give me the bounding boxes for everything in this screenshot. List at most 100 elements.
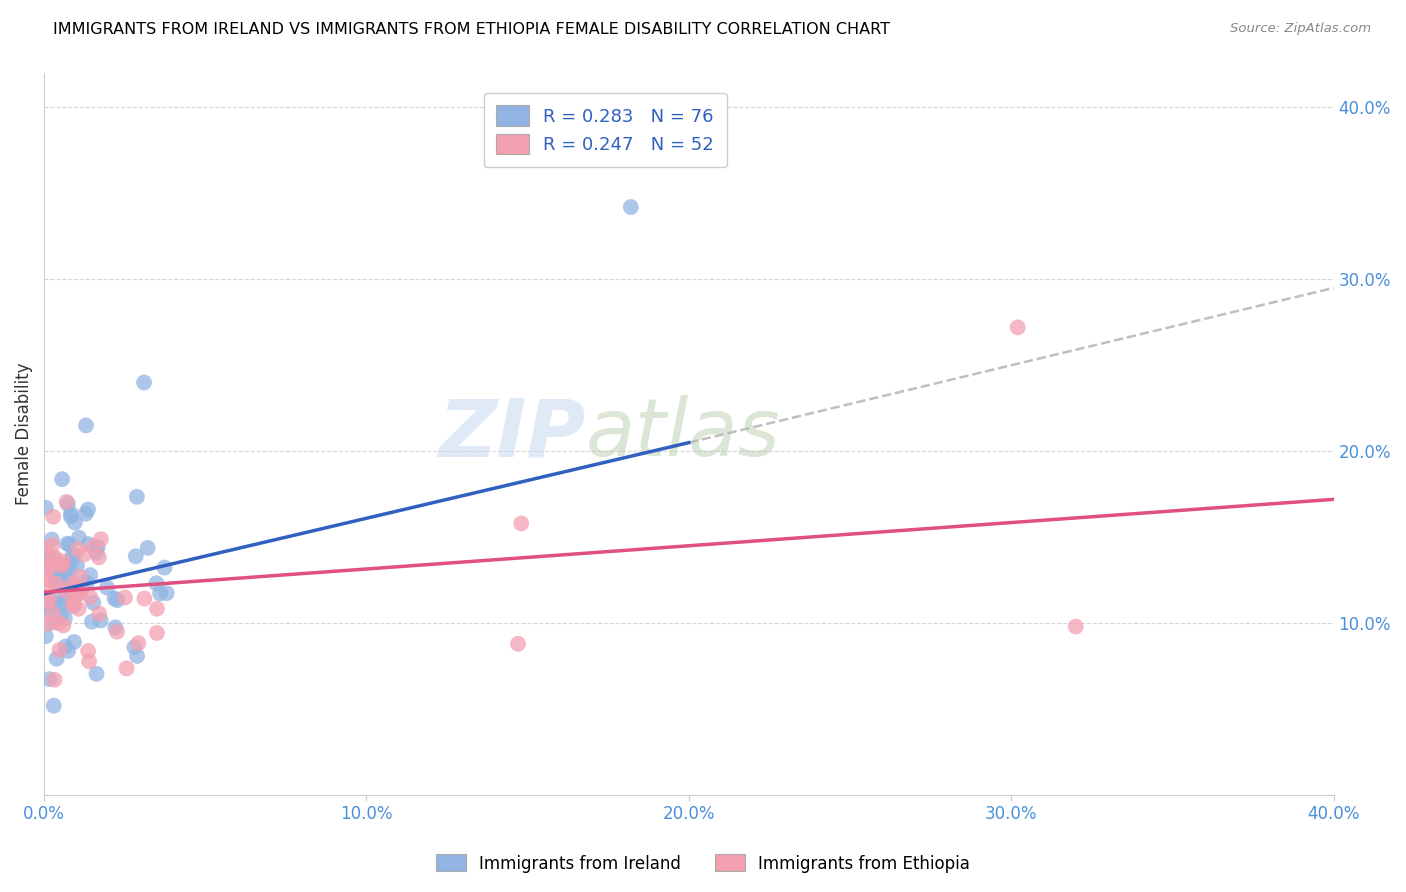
Point	[44, 569, 66, 583]
Point	[114, 591, 136, 605]
Point	[42, 607, 65, 621]
Point	[127, 648, 149, 663]
Point	[35, 549, 58, 564]
Text: ZIP: ZIP	[439, 395, 586, 473]
Point	[48, 643, 70, 657]
Point	[87, 550, 110, 565]
Text: Source: ZipAtlas.com: Source: ZipAtlas.com	[1230, 22, 1371, 36]
Point	[48, 565, 70, 579]
Point	[48, 557, 70, 571]
Point	[149, 586, 172, 600]
Point	[136, 541, 159, 555]
Point	[37, 616, 59, 631]
Point	[48, 564, 70, 578]
Point	[96, 581, 118, 595]
Point	[59, 582, 82, 596]
Point	[90, 532, 112, 546]
Text: IMMIGRANTS FROM IRELAND VS IMMIGRANTS FROM ETHIOPIA FEMALE DISABILITY CORRELATIO: IMMIGRANTS FROM IRELAND VS IMMIGRANTS FR…	[53, 22, 890, 37]
Point	[115, 661, 138, 675]
Point	[38, 581, 60, 595]
Point	[67, 531, 90, 545]
Point	[60, 507, 83, 521]
Point	[45, 651, 67, 665]
Point	[45, 577, 67, 591]
Point	[70, 584, 93, 599]
Point	[69, 586, 91, 600]
Point	[59, 509, 82, 524]
Point	[146, 626, 169, 640]
Point	[46, 591, 69, 606]
Point	[51, 558, 73, 573]
Point	[77, 654, 100, 668]
Point	[51, 574, 73, 588]
Point	[45, 576, 67, 591]
Point	[53, 611, 76, 625]
Point	[82, 596, 104, 610]
Point	[124, 640, 146, 655]
Point	[104, 620, 127, 634]
Point	[76, 575, 98, 590]
Point	[42, 698, 65, 713]
Point	[35, 629, 58, 643]
Point	[58, 583, 80, 598]
Point	[89, 607, 111, 621]
Point	[146, 601, 169, 615]
Legend: R = 0.283   N = 76, R = 0.247   N = 52: R = 0.283 N = 76, R = 0.247 N = 52	[484, 93, 727, 167]
Point	[1064, 619, 1087, 633]
Legend: Immigrants from Ireland, Immigrants from Ethiopia: Immigrants from Ireland, Immigrants from…	[429, 847, 977, 880]
Point	[42, 615, 65, 630]
Point	[44, 550, 66, 565]
Point	[65, 588, 87, 602]
Point	[105, 593, 128, 607]
Point	[48, 616, 70, 631]
Point	[125, 549, 148, 564]
Point	[56, 557, 79, 571]
Point	[63, 516, 86, 530]
Point	[69, 570, 91, 584]
Point	[62, 596, 84, 610]
Text: atlas: atlas	[586, 395, 780, 473]
Point	[39, 559, 62, 574]
Point	[62, 552, 84, 566]
Point	[86, 546, 108, 560]
Point	[53, 640, 76, 654]
Point	[86, 666, 108, 681]
Point	[90, 614, 112, 628]
Point	[59, 561, 82, 575]
Point	[52, 554, 75, 568]
Point	[38, 592, 60, 607]
Point	[58, 537, 80, 551]
Point	[53, 582, 76, 597]
Point	[35, 598, 58, 612]
Point	[42, 551, 65, 566]
Point	[127, 636, 149, 650]
Point	[62, 548, 84, 562]
Point	[66, 581, 89, 595]
Point	[44, 597, 66, 611]
Point	[56, 537, 79, 551]
Point	[58, 569, 80, 583]
Point	[44, 673, 66, 687]
Point	[1007, 320, 1029, 334]
Point	[41, 553, 63, 567]
Point	[83, 540, 105, 554]
Point	[52, 565, 75, 579]
Point	[75, 418, 97, 433]
Point	[51, 598, 73, 612]
Point	[125, 490, 148, 504]
Point	[510, 516, 533, 531]
Point	[37, 603, 59, 617]
Point	[620, 200, 643, 214]
Point	[38, 551, 60, 566]
Point	[63, 635, 86, 649]
Point	[62, 576, 84, 591]
Point	[35, 561, 58, 575]
Point	[153, 560, 176, 574]
Point	[38, 672, 60, 686]
Point	[53, 594, 76, 608]
Point	[56, 497, 79, 511]
Point	[67, 601, 90, 615]
Point	[156, 586, 179, 600]
Point	[75, 507, 97, 521]
Point	[103, 591, 125, 606]
